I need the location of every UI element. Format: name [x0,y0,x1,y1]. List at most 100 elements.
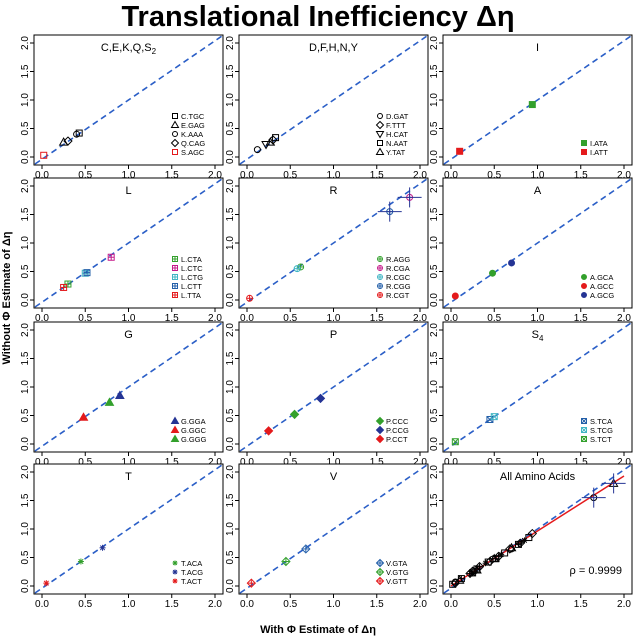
data-point [505,544,515,554]
marker-shape [377,113,383,119]
marker-shape [289,409,300,420]
legend-label: Y.TAT [386,148,406,157]
legend-label: R.CGT [386,291,410,300]
legend-label: G.GGC [181,426,207,435]
marker-shape [581,418,587,424]
y-tick-label: 1.5 [429,493,440,507]
marker-shape [506,542,517,552]
reference-line [443,464,632,594]
data-point [451,292,459,300]
x-tick-label: 1.5 [165,170,179,181]
x-tick-label: 0.0 [35,170,49,181]
legend-label: L.CTG [181,273,203,282]
x-tick-label: 2.0 [413,313,427,324]
legend-entry: A.GCA [581,273,613,282]
marker-shape [58,137,69,146]
marker-shape [375,567,385,577]
x-tick-label: 1.5 [165,599,179,610]
data-point [272,134,280,142]
y-tick-label: 1.0 [429,380,440,394]
x-tick-label: 0.0 [444,599,458,610]
x-tick-label: 2.0 [617,313,631,324]
data-point [508,259,516,267]
y-tick-label: 1.0 [225,380,236,394]
marker-shape [63,136,73,146]
legend-entry: D.GAT [377,112,409,121]
y-tick-label: 0.0 [225,437,236,451]
subplot-title: L [125,185,131,197]
subplot-7: 0.00.00.50.51.01.01.51.52.02.0 GG.GGAG.GG… [20,321,224,468]
reference-line [34,35,223,165]
y-tick-label: 2.0 [225,36,236,50]
y-tick-label: 1.0 [20,380,31,394]
marker-shape [265,137,276,146]
y-tick-label: 1.0 [225,236,236,250]
marker-shape [375,558,385,568]
marker-shape [263,426,274,436]
marker-shape [73,130,81,138]
data-point [253,146,261,154]
marker-shape [170,434,180,442]
marker-shape [114,390,125,400]
subplot-6: 0.00.00.50.51.01.01.51.52.02.0 AA.GCAA.GC… [429,177,633,324]
marker-shape [281,556,291,567]
x-tick-label: 1.0 [531,170,545,181]
marker-shape [170,138,180,148]
reference-line [443,322,632,452]
legend-entry: K.AAA [172,130,203,139]
marker-shape [505,544,515,554]
legend-entry: L.CTG [172,273,203,282]
y-tick-label: 1.5 [429,351,440,365]
x-tick-label: 1.0 [327,457,341,468]
data-point [263,426,274,436]
data-point [43,580,50,587]
legend-label: G.GGA [181,417,206,426]
marker-stroke [99,545,106,551]
marker-shape [246,578,257,588]
marker-shape [375,576,385,586]
marker-stroke [581,427,587,433]
legend-entry: I.ATA [581,139,608,148]
marker-shape [581,283,587,289]
y-tick-label: 1.0 [20,93,31,107]
y-tick-label: 1.0 [20,236,31,250]
subplot-8: 0.00.00.50.51.01.01.51.52.02.0 PP.CCCP.CC… [225,321,429,468]
marker-shape [172,131,178,137]
y-tick-label: 0.0 [429,437,440,451]
marker-stroke [172,578,178,584]
marker-shape [490,413,498,421]
subplot-title: V [330,471,338,483]
x-tick-label: 2.0 [413,170,427,181]
subplot-5: 0.00.00.50.51.01.01.51.52.02.0 RR.AGGR.CG… [225,177,429,324]
marker-shape [315,393,326,404]
y-tick-label: 1.5 [20,351,31,365]
legend-label: T.ACG [181,568,203,577]
y-tick-label: 0.0 [20,579,31,593]
y-tick-label: 0.0 [225,579,236,593]
x-tick-label: 0.5 [283,170,297,181]
legend-entry: P.CCC [375,416,409,426]
legend-entry: C.TGC [172,112,205,121]
legend-label: V.GTA [386,559,407,568]
marker-shape [501,549,509,557]
marker-shape [528,101,536,109]
y-tick-label: 2.0 [20,465,31,479]
legend-entry: H.CAT [375,130,408,139]
reference-line [239,178,428,308]
x-tick-label: 2.0 [413,457,427,468]
y-tick-label: 1.0 [225,93,236,107]
y-tick-label: 2.0 [429,179,440,193]
marker-stroke [490,413,498,420]
x-tick-label: 1.5 [574,313,588,324]
data-point [301,544,311,554]
x-tick-label: 0.0 [240,457,254,468]
marker-stroke [172,560,178,566]
legend-entry: L.CTT [172,282,202,291]
subplot-title: R [330,185,338,197]
data-point [246,294,254,302]
legend-label: P.CCG [386,426,409,435]
marker-shape [78,412,89,421]
x-tick-label: 1.0 [122,599,136,610]
subplot-12: 0.0 0.0 0.5 0.5 1.0 1.0 1.5 1.5 2.0 2.0 All Amino … [429,463,633,610]
marker-shape [508,259,516,267]
